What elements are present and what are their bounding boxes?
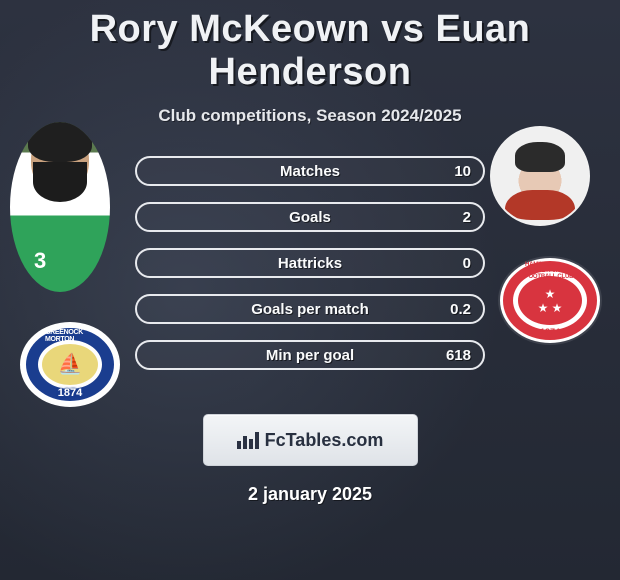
stat-row: Hattricks 0 (135, 248, 485, 278)
bar-chart-icon (237, 432, 259, 449)
page-title: Rory McKeown vs Euan Henderson (0, 0, 620, 94)
stat-value-right: 2 (463, 209, 471, 226)
main-content: Matches 10 Goals 2 Hattricks 0 Goals per… (0, 126, 620, 505)
site-logo: FcTables.com (203, 414, 418, 466)
stat-value-right: 10 (454, 163, 471, 180)
stat-label: Goals per match (251, 301, 369, 318)
stat-label: Goals (289, 209, 331, 226)
stat-value-right: 0 (463, 255, 471, 272)
page-subtitle: Club competitions, Season 2024/2025 (0, 106, 620, 126)
stats-table: Matches 10 Goals 2 Hattricks 0 Goals per… (135, 156, 485, 370)
stat-row: Goals per match 0.2 (135, 294, 485, 324)
stat-label: Min per goal (266, 347, 354, 364)
stat-row: Goals 2 (135, 202, 485, 232)
generated-date: 2 january 2025 (10, 484, 610, 505)
stat-label: Hattricks (278, 255, 342, 272)
stat-label: Matches (280, 163, 340, 180)
stat-value-right: 0.2 (450, 301, 471, 318)
stat-row: Matches 10 (135, 156, 485, 186)
stat-value-right: 618 (446, 347, 471, 364)
stat-row: Min per goal 618 (135, 340, 485, 370)
site-logo-text: FcTables.com (265, 430, 384, 451)
